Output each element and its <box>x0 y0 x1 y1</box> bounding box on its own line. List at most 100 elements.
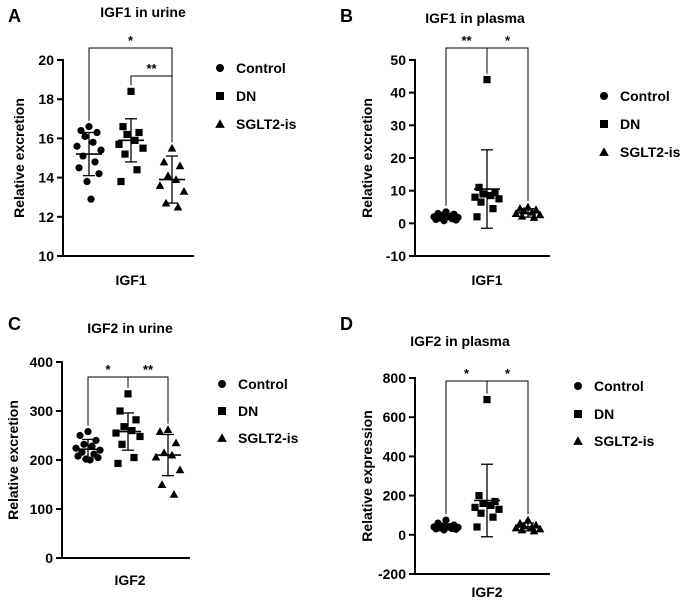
data-point-square <box>473 213 481 221</box>
legend-label: Control <box>238 376 288 392</box>
data-point-square <box>471 503 479 511</box>
y-tick-label: 20 <box>38 52 54 68</box>
data-point-circle <box>77 126 85 135</box>
data-point-circle <box>75 164 83 172</box>
data-point-square <box>479 499 487 508</box>
x-category-label: IGF2 <box>471 584 502 600</box>
data-point-circle <box>97 146 105 154</box>
data-point-circle <box>85 123 93 131</box>
data-point-square <box>475 183 483 191</box>
y-tick-label: 400 <box>383 448 407 464</box>
legend-label: DN <box>238 403 258 419</box>
panel-b-title: IGF1 in plasma <box>425 10 525 26</box>
data-point-triangle <box>535 524 545 533</box>
y-tick-label: 16 <box>38 130 54 146</box>
data-point-circle <box>94 453 102 462</box>
legend-marker-circle <box>574 382 582 390</box>
data-point-circle <box>87 195 95 203</box>
y-tick-label: 14 <box>38 170 54 186</box>
data-point-circle <box>88 442 96 450</box>
legend-marker-circle <box>216 64 224 72</box>
significance-bracket <box>127 376 169 424</box>
data-point-triangle <box>515 518 525 527</box>
data-point-square <box>495 505 503 513</box>
data-point-square <box>116 407 124 415</box>
y-tick-label: 300 <box>30 403 54 419</box>
data-point-square <box>491 497 499 506</box>
y-tick-label: 400 <box>30 354 54 370</box>
data-point-triangle <box>175 465 185 474</box>
data-point-square <box>127 87 135 95</box>
data-point-circle <box>96 446 104 454</box>
legend-marker-square <box>218 407 226 415</box>
data-point-triangle <box>163 425 173 434</box>
data-point-circle <box>74 452 82 460</box>
legend-label: SGLT2-is <box>238 430 299 446</box>
y-tick-label: 18 <box>38 91 54 107</box>
data-point-triangle <box>151 452 161 461</box>
data-point-circle <box>83 177 91 186</box>
legend-marker-circle <box>218 380 226 388</box>
panel-a-title: IGF1 in urine <box>100 4 186 20</box>
data-point-square <box>489 205 497 213</box>
data-point-square <box>114 459 122 468</box>
data-point-circle <box>73 142 81 150</box>
data-point-square <box>115 140 123 148</box>
data-point-circle <box>92 436 100 444</box>
legend-label: SGLT2-is <box>620 144 681 160</box>
y-tick-label: 600 <box>383 409 407 425</box>
y-tick-label: 50 <box>390 52 406 68</box>
significance-label: * <box>105 362 111 377</box>
data-point-square <box>473 523 481 531</box>
data-point-circle <box>95 170 103 178</box>
legend-marker-circle <box>600 92 608 100</box>
data-point-circle <box>442 516 450 524</box>
significance-label: * <box>128 33 134 48</box>
data-point-triangle <box>171 438 181 447</box>
legend-marker-square <box>216 92 224 100</box>
data-point-triangle <box>523 515 533 524</box>
data-point-triangle <box>159 448 169 457</box>
data-point-square <box>491 188 499 196</box>
y-tick-label: -10 <box>386 248 406 264</box>
data-point-circle <box>432 215 440 224</box>
data-point-circle <box>81 132 89 141</box>
y-axis-label: Relative excretion <box>11 98 27 218</box>
legend-label: DN <box>594 406 614 422</box>
data-point-square <box>479 190 487 198</box>
y-tick-label: 20 <box>390 150 406 166</box>
data-point-square <box>132 416 140 424</box>
data-point-triangle <box>167 143 177 152</box>
data-point-circle <box>84 427 92 436</box>
data-point-triangle <box>159 157 169 166</box>
data-point-square <box>483 76 491 84</box>
data-point-triangle <box>179 187 189 195</box>
x-category-label: IGF1 <box>471 272 502 288</box>
data-point-square <box>483 395 491 404</box>
legend-label: Control <box>620 88 670 104</box>
panel-d-title: IGF2 in plasma <box>410 333 510 349</box>
significance-bracket <box>486 47 529 201</box>
data-point-circle <box>80 440 88 448</box>
x-category-label: IGF2 <box>114 572 145 588</box>
data-point-square <box>471 193 479 201</box>
significance-label: ** <box>143 362 154 377</box>
legend-label: SGLT2-is <box>594 433 655 449</box>
significance-label: ** <box>146 61 157 76</box>
panel-b: B IGF1 in plasma -10 0 10 20 30 40 50 Relative … <box>340 6 681 288</box>
data-point-triangle <box>175 161 185 170</box>
data-point-triangle <box>515 203 525 212</box>
significance-bracket <box>486 380 529 515</box>
legend-label: DN <box>236 88 256 104</box>
y-tick-label: -200 <box>378 566 406 582</box>
data-point-triangle <box>163 171 173 180</box>
data-point-square <box>121 150 129 158</box>
legend-label: DN <box>620 116 640 132</box>
panel-a: A IGF1 in urine 10 12 14 16 18 20 Relative exc… <box>8 4 297 288</box>
y-tick-label: 10 <box>390 183 406 199</box>
y-tick-label: 30 <box>390 117 406 133</box>
data-point-square <box>487 191 495 200</box>
y-tick-label: 10 <box>38 248 54 264</box>
